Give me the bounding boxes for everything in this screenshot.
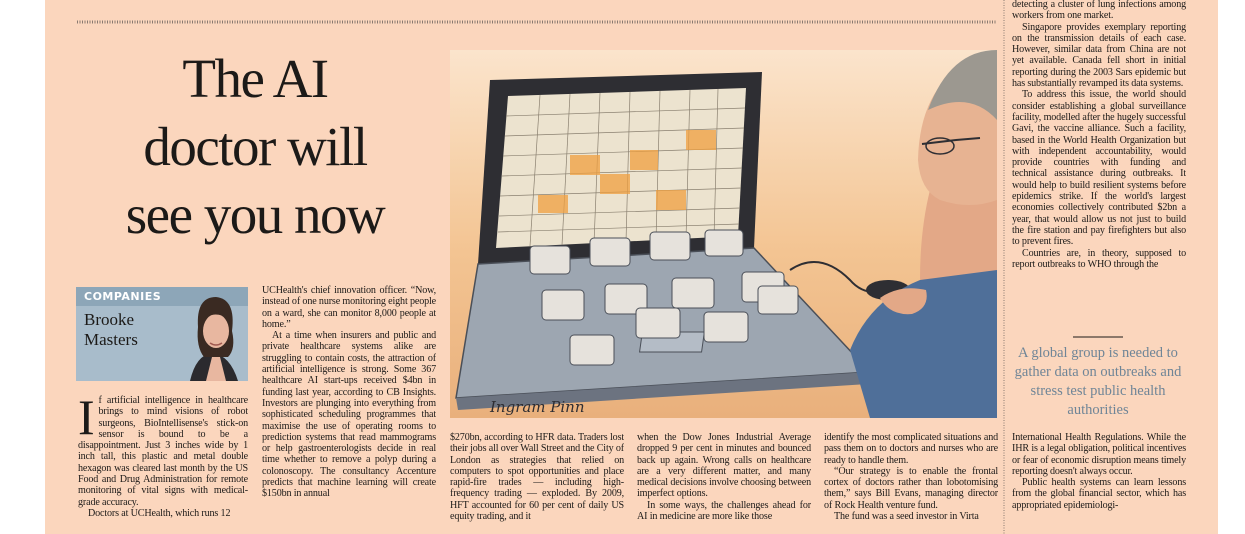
paragraph-text: In some ways, the challenges ahead for A…	[637, 499, 811, 523]
article-column: $270bn, according to HFR data. Traders l…	[450, 432, 624, 534]
author-line: Brooke	[84, 310, 135, 329]
paragraph-text: “Our strategy is to enable the frontal c…	[824, 465, 998, 511]
drop-cap: I	[78, 395, 95, 445]
paragraph: $270bn, according to HFR data. Traders l…	[450, 432, 624, 522]
author-photo	[190, 297, 238, 381]
illustration: Ingram Pinn	[450, 50, 997, 418]
paragraph: Countries are, in theory, supposed to re…	[1012, 248, 1186, 271]
illustration-credit: Ingram Pinn	[489, 398, 585, 416]
paragraph-text: International Health Regulations. While …	[1012, 432, 1186, 477]
paragraph: when the Dow Jones Industrial Average dr…	[637, 432, 811, 500]
paragraph: The fund was a seed investor in Virta	[824, 511, 998, 522]
paragraph-text: UCHealth's chief innovation officer. “No…	[262, 285, 436, 330]
article-column: detecting a cluster of lung infections a…	[1012, 0, 1186, 321]
paragraph: In some ways, the challenges ahead for A…	[637, 500, 811, 523]
paragraph: detecting a cluster of lung infections a…	[1012, 0, 1186, 22]
headline: The AI doctor will see you now	[80, 45, 430, 249]
paragraph: International Health Regulations. While …	[1012, 432, 1186, 477]
paragraph-text: Doctors at UCHealth, which runs 12	[88, 507, 231, 519]
headline-line: see you now	[125, 184, 386, 245]
paragraph-text: To address this issue, the world should …	[1012, 89, 1186, 248]
paragraph-text: detecting a cluster of lung infections a…	[1012, 0, 1186, 22]
headline-line: doctor will	[143, 116, 368, 177]
article-column: when the Dow Jones Industrial Average dr…	[637, 432, 811, 534]
author-name: Brooke Masters	[76, 306, 248, 350]
paragraph-text: when the Dow Jones Industrial Average dr…	[637, 432, 811, 500]
paragraph: At a time when insurers and public and p…	[262, 330, 436, 499]
paragraph-text: identify the most complicated situations…	[824, 432, 998, 466]
article-column: UCHealth's chief innovation officer. “No…	[262, 285, 436, 534]
paragraph-text: Countries are, in theory, supposed to re…	[1012, 247, 1186, 270]
paragraph-text: Singapore provides exemplary reporting o…	[1012, 21, 1186, 90]
paragraph-text: Public health systems can learn lessons …	[1012, 477, 1186, 511]
paragraph-text: The fund was a seed investor in Virta	[834, 511, 979, 523]
paragraph: Public health systems can learn lessons …	[1012, 477, 1186, 511]
headline-line: The AI	[182, 48, 329, 109]
paragraph: “Our strategy is to enable the frontal c…	[824, 466, 998, 511]
paragraph-text: At a time when insurers and public and p…	[262, 330, 436, 500]
paragraph: Singapore provides exemplary reporting o…	[1012, 22, 1186, 90]
paragraph-text: f artificial intelligence in healthcare …	[78, 395, 248, 508]
paragraph: identify the most complicated situations…	[824, 432, 998, 466]
pull-quote: A global group is needed to gather data …	[1014, 345, 1182, 418]
paragraph: Doctors at UCHealth, which runs 12	[78, 508, 248, 519]
paragraph: UCHealth's chief innovation officer. “No…	[262, 285, 436, 330]
article-column: identify the most complicated situations…	[824, 432, 998, 534]
article-column: International Health Regulations. While …	[1012, 432, 1186, 534]
paragraph: To address this issue, the world should …	[1012, 89, 1186, 247]
columnist-box: COMPANIES Brooke Masters	[76, 287, 248, 381]
paragraph-text: $270bn, according to HFR data. Traders l…	[450, 432, 624, 523]
author-line: Masters	[84, 330, 138, 349]
